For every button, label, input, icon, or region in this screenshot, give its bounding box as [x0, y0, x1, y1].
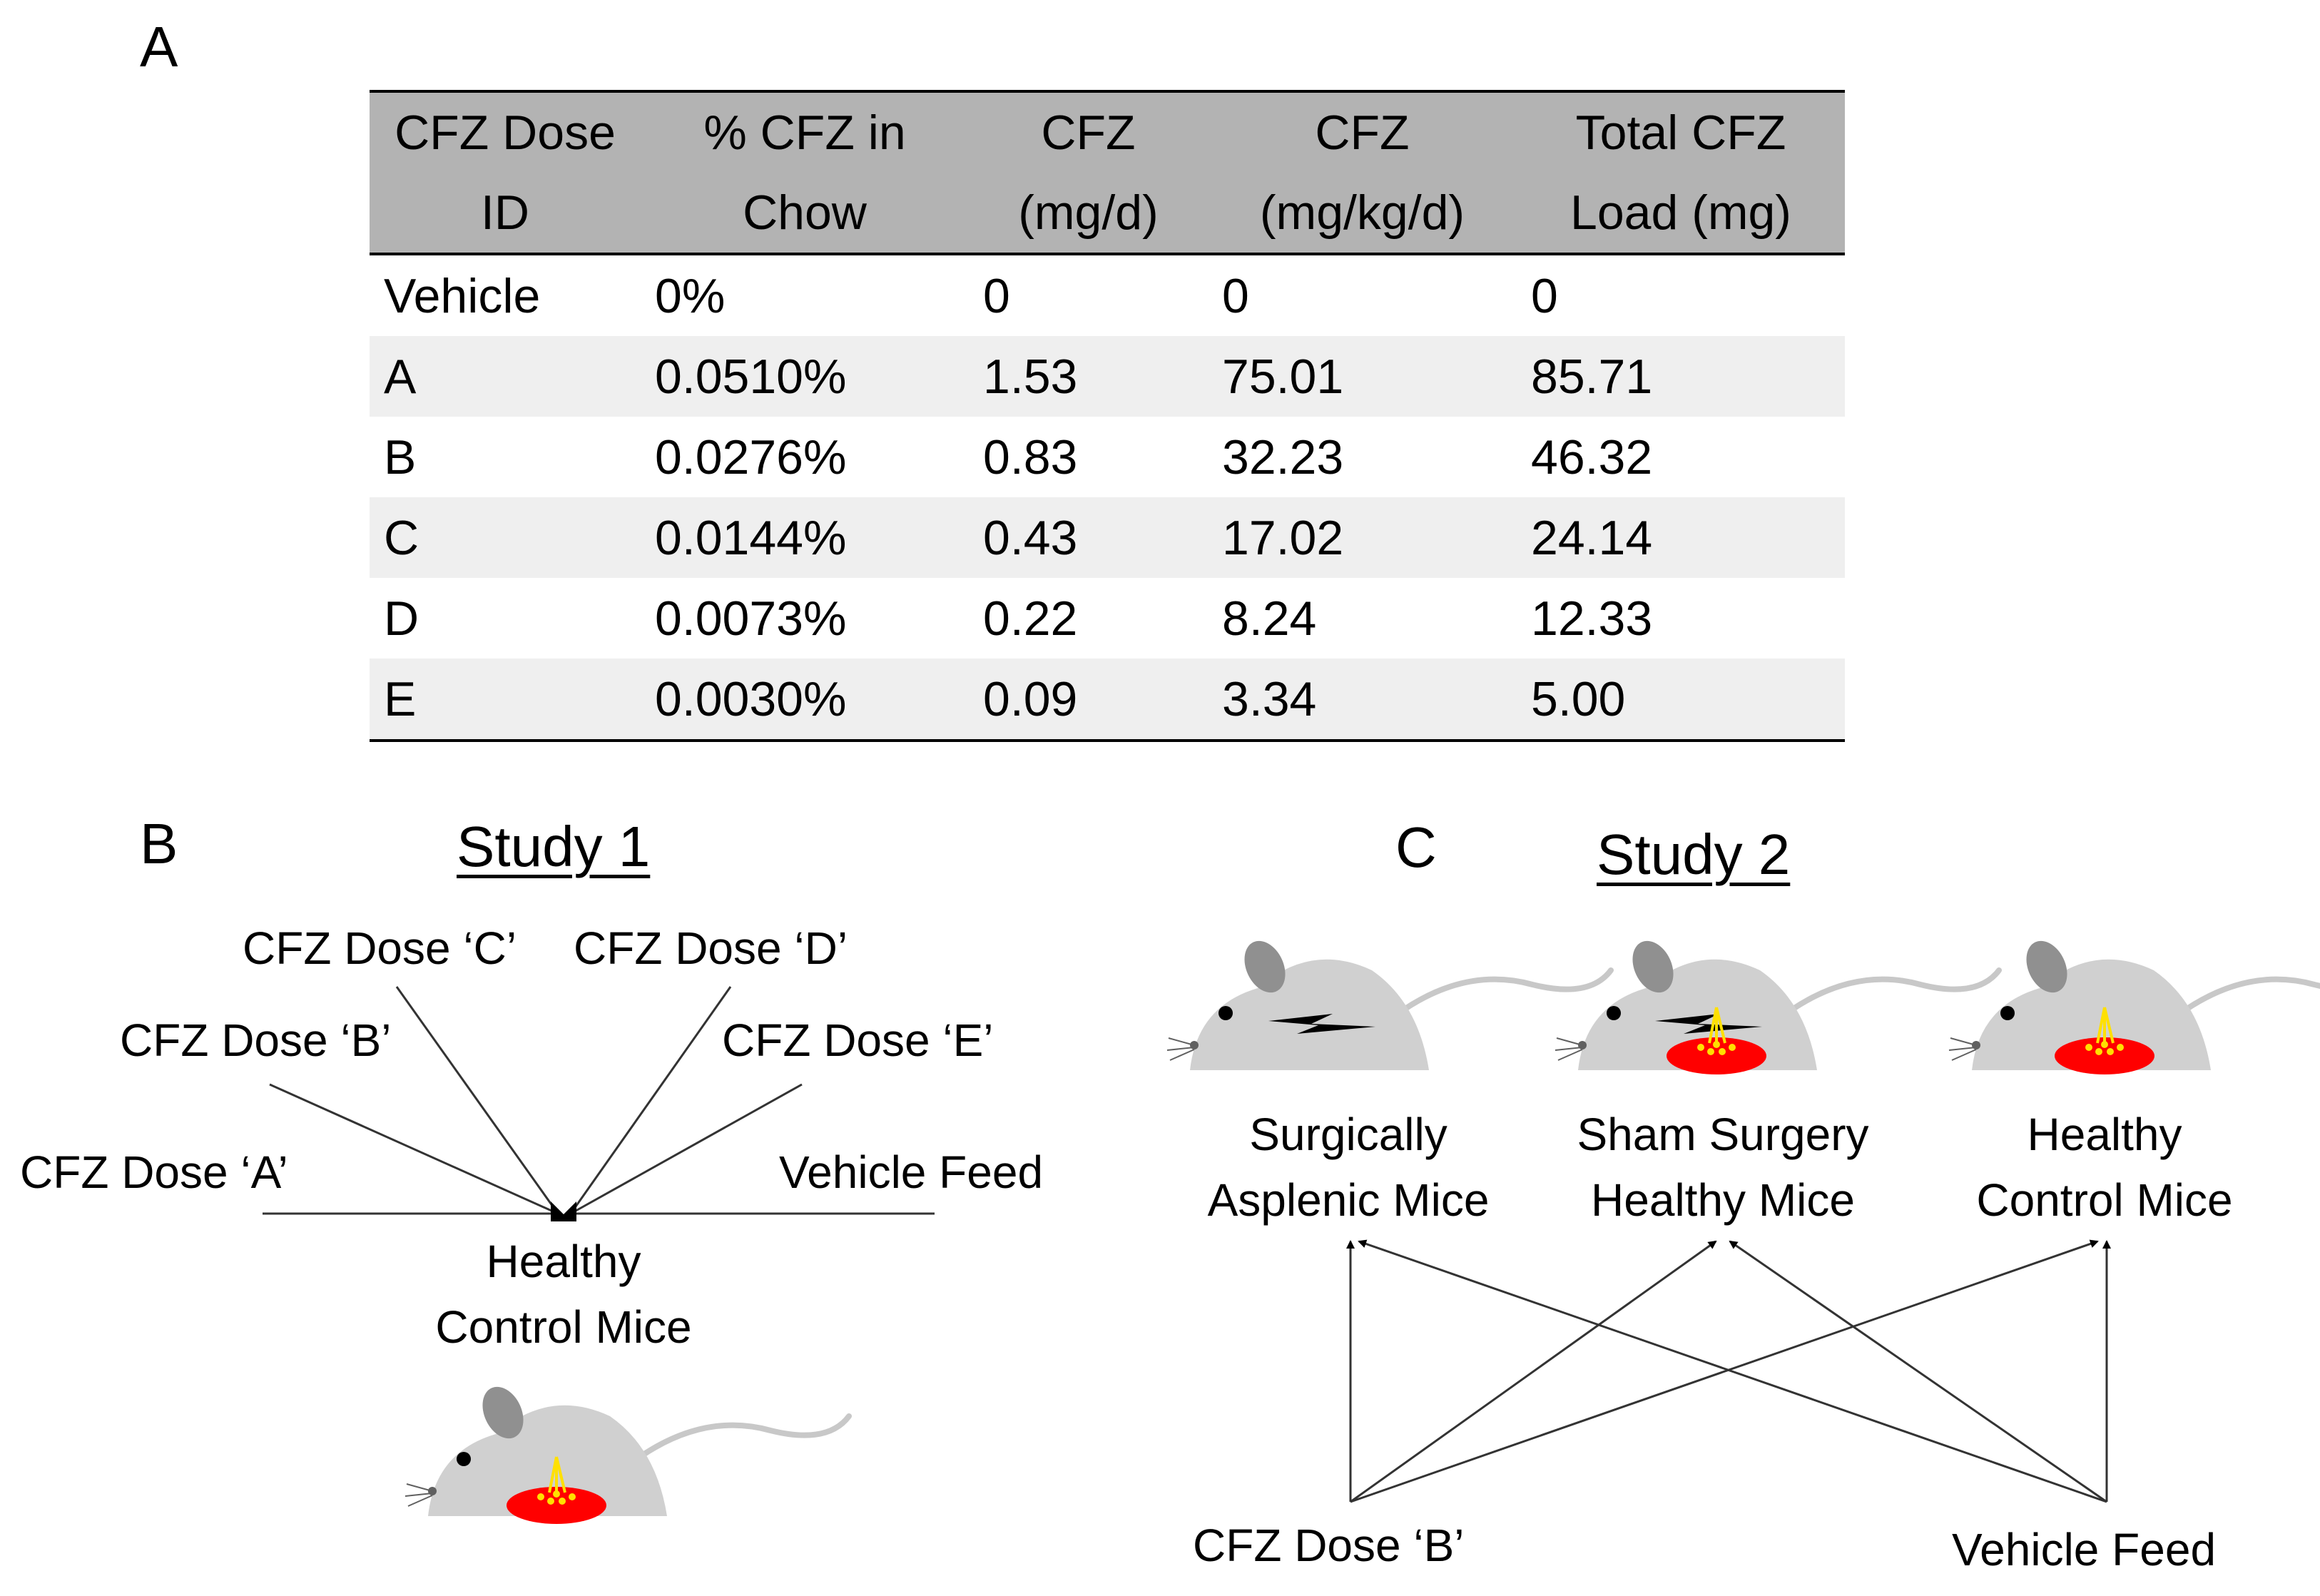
table-cell: Vehicle	[384, 268, 541, 323]
panel-c-letter: C	[1395, 815, 1437, 879]
panel-a-letter: A	[140, 15, 178, 78]
column-header: CFZ (mg/d)	[969, 91, 1208, 254]
table-row: C 0.0144% 0.43 17.02 24.14	[370, 497, 1845, 578]
mouse-icon	[1167, 935, 1611, 1070]
sham-group-label: Sham Surgery Healthy Mice	[1577, 1109, 1869, 1226]
table-cell: 1.53	[969, 336, 1208, 417]
table-cell: C	[370, 497, 641, 578]
table-cell: 0%	[655, 268, 726, 323]
dose-d-label: CFZ Dose ‘D’	[574, 922, 848, 974]
table-row: B 0.0276% 0.83 32.23 46.32	[370, 417, 1845, 497]
table-header-row: CFZ Dose ID % CFZ in Chow CFZ (mg/d) CFZ (mg…	[370, 91, 1845, 254]
table-cell: 12.33	[1531, 591, 1653, 646]
control-group-label: Healthy Control Mice	[1976, 1109, 2233, 1226]
table-cell: 0.0030%	[641, 659, 969, 741]
asplenic-group-label: Surgically Asplenic Mice	[1207, 1109, 1490, 1226]
table-cell: 0.0144%	[641, 497, 969, 578]
table-cell: 17.02	[1208, 497, 1517, 578]
table-cell: 46.32	[1531, 430, 1653, 484]
table-cell: 3.34	[1208, 659, 1517, 741]
table-cell: 0.22	[983, 591, 1078, 646]
dose-b-source-label: CFZ Dose ‘B’	[1193, 1520, 1465, 1571]
dose-e-label: CFZ Dose ‘E’	[722, 1015, 994, 1066]
study1-title: Study 1	[457, 815, 651, 878]
panel-b-letter: B	[140, 812, 178, 875]
study2-title: Study 2	[1597, 823, 1791, 886]
table-cell: 8.24	[1222, 591, 1317, 646]
vehicle-feed-label: Vehicle Feed	[779, 1147, 1044, 1198]
arrowhead-cluster-icon	[551, 1201, 576, 1221]
study2-arrows	[1346, 1239, 2111, 1503]
table-cell: 5.00	[1517, 659, 1845, 741]
table-row: E 0.0030% 0.09 3.34 5.00	[370, 659, 1845, 741]
dose-c-label: CFZ Dose ‘C’	[243, 922, 517, 974]
vehicle-feed-source-label: Vehicle Feed	[1952, 1524, 2217, 1575]
table-cell: B	[384, 430, 417, 484]
dose-b-label: CFZ Dose ‘B’	[120, 1015, 392, 1066]
table-cell: 0.0510%	[641, 336, 969, 417]
table-cell: 0.09	[969, 659, 1208, 741]
table-cell: 0	[1222, 268, 1249, 323]
mouse-icon	[1555, 935, 1999, 1070]
table-cell: 32.23	[1222, 430, 1344, 484]
table-cell: D	[384, 591, 419, 646]
table-row: A 0.0510% 1.53 75.01 85.71	[370, 336, 1845, 417]
column-header: CFZ Dose ID	[370, 91, 641, 254]
table-cell: 0.83	[983, 430, 1078, 484]
table-row: Vehicle 0% 0 0 0	[370, 254, 1845, 336]
table-cell: 0.0276%	[655, 430, 847, 484]
table-cell: 75.01	[1208, 336, 1517, 417]
table-cell: 0.0073%	[655, 591, 847, 646]
table-cell: 24.14	[1517, 497, 1845, 578]
table-cell: 0	[983, 268, 1010, 323]
healthy-control-label: Healthy Control Mice	[435, 1236, 692, 1353]
cfz-dose-table: CFZ Dose ID % CFZ in Chow CFZ (mg/d) CFZ (mg…	[370, 90, 1845, 742]
column-header: % CFZ in Chow	[641, 91, 969, 254]
study1-connectors	[263, 986, 935, 1221]
dose-a-label: CFZ Dose ‘A’	[20, 1147, 288, 1198]
table-cell: 85.71	[1517, 336, 1845, 417]
table-cell: A	[370, 336, 641, 417]
table-cell: 0.43	[969, 497, 1208, 578]
mouse-icon	[405, 1381, 849, 1516]
table-cell: E	[370, 659, 641, 741]
table-cell: 0	[1531, 268, 1558, 323]
column-header: CFZ (mg/kg/d)	[1208, 91, 1517, 254]
table-row: D 0.0073% 0.22 8.24 12.33	[370, 578, 1845, 659]
column-header: Total CFZ Load (mg)	[1517, 91, 1845, 254]
